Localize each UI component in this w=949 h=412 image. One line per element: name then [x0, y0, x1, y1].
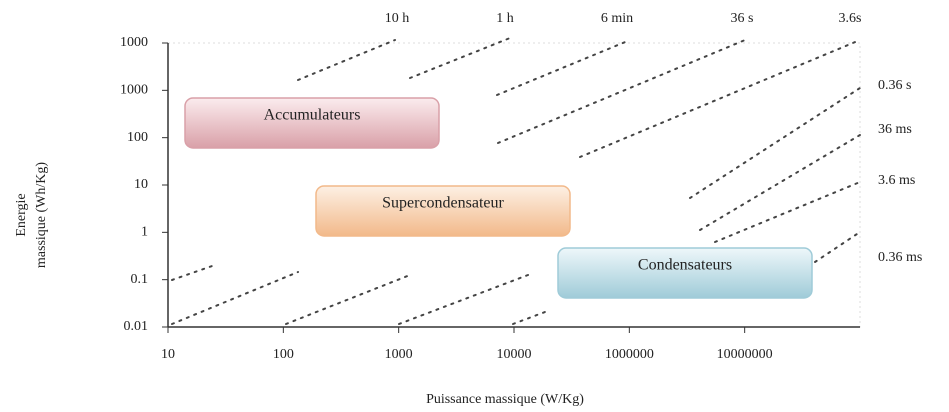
time-constant-label: 36 ms	[878, 122, 912, 137]
time-constant-label: 1 h	[496, 11, 514, 26]
time-constant-label: 3.6 ms	[878, 173, 915, 188]
y-tick-label: 1	[141, 225, 148, 240]
region-label: Accumulateurs	[264, 107, 361, 124]
time-constant-label: 0.36 s	[878, 78, 911, 93]
region-box	[315, 185, 571, 237]
time-constant-label: 0.36 ms	[878, 250, 922, 265]
region-box	[184, 97, 440, 149]
y-tick-label: 10	[134, 177, 148, 192]
y-tick-label: 1000	[120, 35, 148, 50]
time-constant-label: 36 s	[731, 11, 754, 26]
x-tick-label: 10000000	[717, 347, 773, 362]
x-tick-label: 1000000	[605, 347, 654, 362]
y-tick-label: 1000	[120, 83, 148, 98]
time-constant-label: 10 h	[385, 11, 410, 26]
x-tick-label: 10000	[497, 347, 532, 362]
x-tick-label: 100	[273, 347, 294, 362]
x-tick-label: 1000	[385, 347, 413, 362]
y-axis-label: massique (Wh/Kg)	[34, 162, 49, 268]
x-tick-label: 10	[161, 347, 175, 362]
y-tick-label: 0.1	[131, 272, 149, 287]
region-box	[557, 247, 813, 299]
region-label: Supercondensateur	[382, 195, 504, 212]
time-constant-label: 6 min	[601, 11, 633, 26]
y-axis-label: Energie	[14, 193, 29, 236]
region-label: Condensateurs	[638, 257, 732, 274]
time-lines	[171, 37, 861, 325]
x-axis-label: Puissance massique (W/Kg)	[426, 392, 584, 407]
y-tick-label: 0.01	[124, 319, 149, 334]
time-constant-label: 3.6s	[839, 11, 862, 26]
y-tick-label: 100	[127, 130, 148, 145]
